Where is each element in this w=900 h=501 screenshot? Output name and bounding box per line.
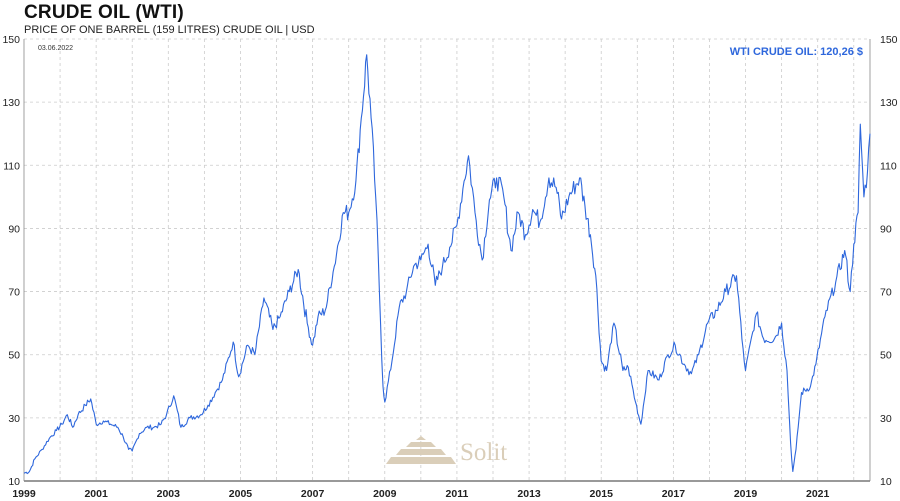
page-subtitle: PRICE OF ONE BARREL (159 LITRES) CRUDE O… <box>24 24 315 36</box>
y-tick-label-right: 70 <box>880 287 892 299</box>
y-tick-label-left: 130 <box>2 97 20 109</box>
y-tick-label-right: 110 <box>880 160 897 172</box>
date-label: 03.06.2022 <box>38 45 73 52</box>
x-tick-label: 2009 <box>373 488 397 500</box>
price-line <box>23 54 871 475</box>
watermark: Solit <box>386 436 507 466</box>
x-tick-label: 2019 <box>734 488 758 500</box>
y-tick-label-left: 150 <box>2 34 20 46</box>
y-tick-label-right: 10 <box>880 476 892 488</box>
axes: 10 10 30 30 50 50 70 70 90 90 110 110 130 130 150 150 19… <box>2 34 897 500</box>
x-tick-label: 2005 <box>229 488 253 500</box>
y-tick-label-left: 110 <box>3 160 20 172</box>
y-tick-label-left: 90 <box>8 223 20 235</box>
page-title: CRUDE OIL (WTI) <box>24 2 184 23</box>
x-tick-label: 2013 <box>517 488 541 500</box>
x-tick-label: 2017 <box>662 488 686 500</box>
y-tick-label-left: 70 <box>8 287 20 299</box>
current-price-label: WTI CRUDE OIL: 120,26 $ <box>730 46 863 58</box>
x-tick-label: 2007 <box>301 488 325 500</box>
pyramid-logo-icon <box>386 436 456 464</box>
x-tick-label: 2003 <box>157 488 181 500</box>
y-tick-label-right: 150 <box>880 34 898 46</box>
x-tick-label: 2021 <box>806 488 830 500</box>
y-tick-label-left: 30 <box>8 413 20 425</box>
x-tick-label: 1999 <box>12 488 36 500</box>
x-tick-label: 2015 <box>590 488 614 500</box>
y-tick-label-right: 30 <box>880 413 892 425</box>
y-tick-label-right: 50 <box>880 350 892 362</box>
y-tick-label-left: 10 <box>8 476 20 488</box>
y-tick-label-right: 90 <box>880 223 892 235</box>
price-series <box>23 54 871 475</box>
y-tick-label-left: 50 <box>8 350 20 362</box>
y-tick-label-right: 130 <box>880 97 898 109</box>
x-tick-label: 2011 <box>446 488 469 500</box>
x-tick-label: 2001 <box>84 488 108 500</box>
grid-lines <box>24 38 870 482</box>
watermark-text: Solit <box>460 439 507 466</box>
